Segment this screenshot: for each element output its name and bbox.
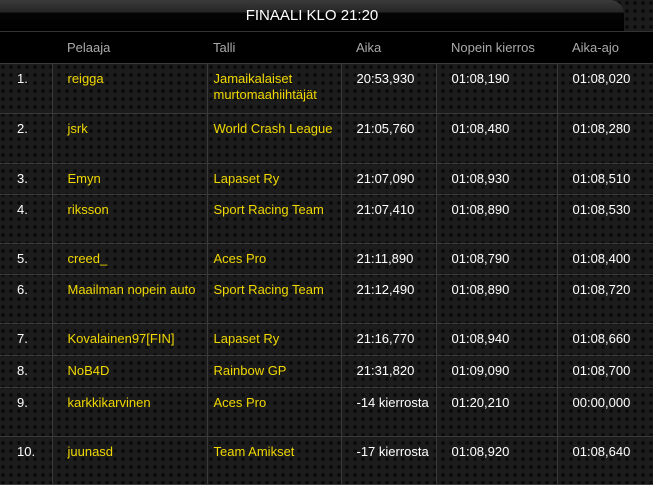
cell-qualifying: 01:08,660 [556, 323, 653, 356]
cell-rank: 7. [0, 323, 53, 356]
cell-team: Sport Racing Team [206, 194, 342, 244]
cell-player: juunasd [51, 436, 208, 485]
cell-team: Rainbow GP [206, 355, 342, 388]
cell-player: Kovalainen97[FIN] [51, 323, 208, 356]
table-row: 7. Kovalainen97[FIN] Lapaset Ry 21:16,770 01… [0, 323, 653, 356]
cell-player: NoB4D [51, 355, 208, 388]
column-header-rank [0, 31, 52, 64]
cell-fastest-lap: 01:09,090 [435, 355, 558, 388]
table-row: 4. riksson Sport Racing Team 21:07,410 01:08… [0, 194, 653, 244]
cell-player: Maailman nopein auto [51, 274, 208, 324]
cell-team: Lapaset Ry [206, 163, 342, 195]
title-text: FINAALI KLO 21:20 [245, 7, 379, 24]
cell-player: riksson [51, 194, 208, 244]
column-header-time: Aika [341, 31, 436, 64]
cell-time: -14 kierrosta [340, 387, 437, 437]
cell-qualifying: 01:08,700 [556, 355, 653, 388]
cell-time: 21:12,490 [340, 274, 437, 324]
cell-player: Emyn [51, 163, 208, 195]
cell-rank: 9. [0, 387, 53, 437]
cell-fastest-lap: 01:08,480 [435, 113, 558, 164]
cell-time: 21:31,820 [340, 355, 437, 388]
cell-fastest-lap: 01:08,920 [435, 436, 558, 485]
results-table: Pelaaja Talli Aika Nopein kierros Aika-ajo 1… [0, 31, 653, 485]
cell-qualifying: 01:08,530 [556, 194, 653, 244]
cell-player: creed_ [51, 243, 208, 275]
cell-qualifying: 01:08,640 [556, 436, 653, 485]
column-header-fastest-lap: Nopein kierros [436, 31, 557, 64]
cell-fastest-lap: 01:08,790 [435, 243, 558, 275]
column-header-player: Pelaaja [52, 31, 207, 64]
cell-qualifying: 01:08,020 [556, 63, 653, 114]
cell-time: 20:53,930 [340, 63, 437, 114]
cell-rank: 8. [0, 355, 53, 388]
cell-qualifying: 01:08,280 [556, 113, 653, 164]
cell-time: 21:07,410 [340, 194, 437, 244]
cell-rank: 2. [0, 113, 53, 164]
cell-time: 21:11,890 [340, 243, 437, 275]
cell-team: Team Amikset [206, 436, 342, 485]
cell-team: Jamaikalaiset murtomaahiihtäjät [206, 63, 342, 114]
cell-fastest-lap: 01:08,890 [435, 194, 558, 244]
cell-player: karkkikarvinen [51, 387, 208, 437]
table-row: 10. juunasd Team Amikset -17 kierrosta 01:08… [0, 436, 653, 485]
cell-rank: 4. [0, 194, 53, 244]
cell-qualifying: 01:08,510 [556, 163, 653, 195]
cell-rank: 5. [0, 243, 53, 275]
column-header-team: Talli [207, 31, 341, 64]
cell-rank: 1. [0, 63, 53, 114]
table-row: 5. creed_ Aces Pro 21:11,890 01:08,790 01:08,… [0, 243, 653, 275]
table-row: 8. NoB4D Rainbow GP 21:31,820 01:09,090 01:08… [0, 355, 653, 388]
cell-rank: 6. [0, 274, 53, 324]
cell-team: Aces Pro [206, 243, 342, 275]
cell-player: reigga [51, 63, 208, 114]
header-row: Pelaaja Talli Aika Nopein kierros Aika-ajo [0, 31, 653, 64]
cell-time: 21:07,090 [340, 163, 437, 195]
cell-qualifying: 01:08,400 [556, 243, 653, 275]
cell-rank: 3. [0, 163, 53, 195]
table-row: 9. karkkikarvinen Aces Pro -14 kierrosta 01:… [0, 387, 653, 437]
cell-fastest-lap: 01:08,890 [435, 274, 558, 324]
cell-team: World Crash League [206, 113, 342, 164]
table-row: 6. Maailman nopein auto Sport Racing Team 2… [0, 274, 653, 324]
cell-player: jsrk [51, 113, 208, 164]
cell-fastest-lap: 01:08,930 [435, 163, 558, 195]
column-header-qualifying: Aika-ajo [557, 31, 653, 64]
cell-fastest-lap: 01:20,210 [435, 387, 558, 437]
table-row: 2. jsrk World Crash League 21:05,760 01:08,4… [0, 113, 653, 164]
cell-qualifying: 01:08,720 [556, 274, 653, 324]
cell-team: Aces Pro [206, 387, 342, 437]
cell-team: Sport Racing Team [206, 274, 342, 324]
table-row: 1. reigga Jamaikalaiset murtomaahiihtäjät 2… [0, 63, 653, 114]
cell-fastest-lap: 01:08,940 [435, 323, 558, 356]
cell-team: Lapaset Ry [206, 323, 342, 356]
cell-rank: 10. [0, 436, 53, 485]
cell-qualifying: 00:00,000 [556, 387, 653, 437]
cell-time: 21:16,770 [340, 323, 437, 356]
cell-time: -17 kierrosta [340, 436, 437, 485]
cell-fastest-lap: 01:08,190 [435, 63, 558, 114]
page-title: FINAALI KLO 21:20 [0, 0, 624, 31]
table-row: 3. Emyn Lapaset Ry 21:07,090 01:08,930 01:08,… [0, 163, 653, 195]
cell-time: 21:05,760 [340, 113, 437, 164]
